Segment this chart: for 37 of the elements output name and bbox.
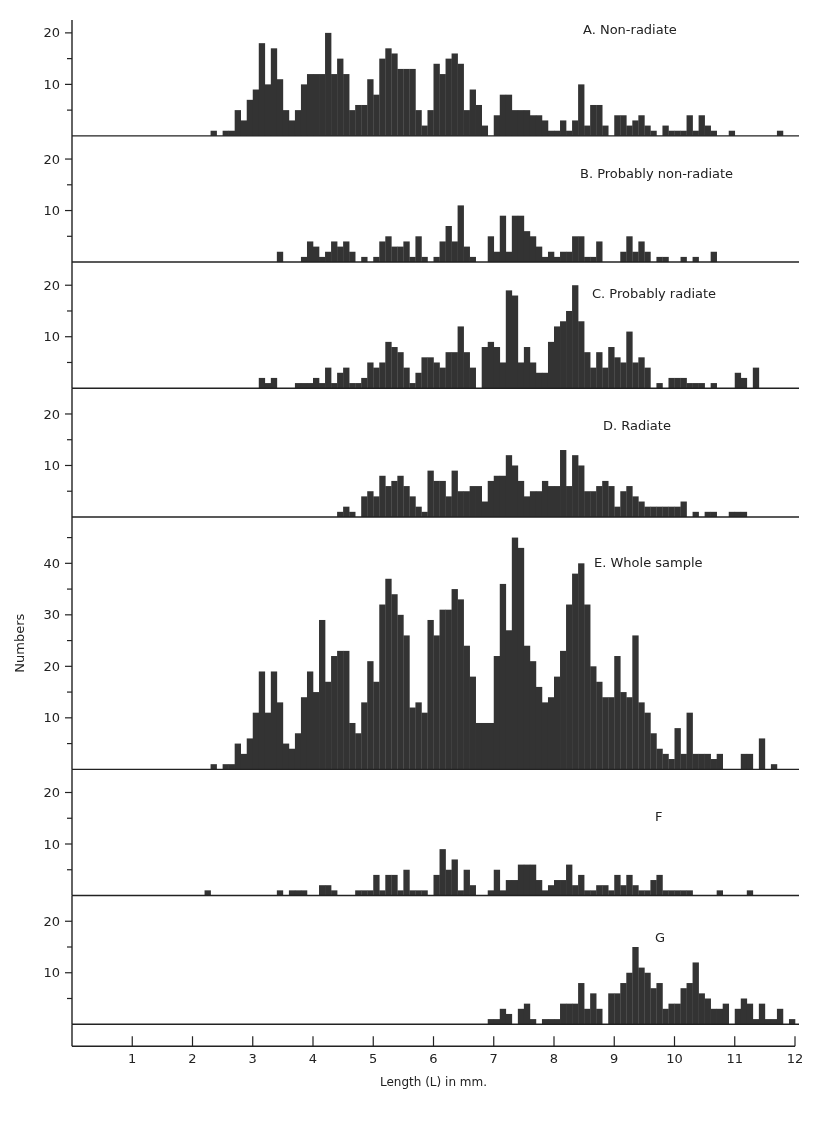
y-tick-label: 20 [43, 785, 60, 801]
x-tick-label: 4 [308, 1051, 318, 1067]
y-tick-label: 20 [43, 25, 60, 41]
y-tick-label: 20 [43, 151, 60, 167]
text: E. Whole sample [594, 554, 703, 570]
y-tick-label: 10 [43, 965, 60, 981]
y-tick-label: 10 [43, 458, 60, 474]
text: B. Probably non-radiate [580, 165, 734, 181]
text: C. Probably radiate [592, 286, 717, 302]
x-tick-label: 10 [666, 1051, 683, 1067]
text: F [655, 809, 663, 825]
y-tick-label: 10 [43, 710, 60, 726]
x-tick-label: 7 [489, 1051, 498, 1067]
x-tick-label: 9 [610, 1051, 619, 1067]
x-tick-label: 3 [248, 1051, 257, 1067]
x-tick-label: 12 [786, 1051, 804, 1067]
y-tick-label: 20 [43, 406, 60, 422]
x-axis-title: Length (L) in mm. [379, 1075, 488, 1090]
x-tick-label: 11 [726, 1051, 744, 1067]
text: G [655, 929, 666, 945]
x-tick-label: 1 [128, 1051, 137, 1067]
y-tick-label: 10 [43, 203, 60, 219]
x-tick-label: 6 [429, 1051, 438, 1067]
y-tick-label: 40 [43, 555, 60, 571]
y-axis-title: Numbers [12, 613, 27, 673]
x-tick-label: 2 [188, 1051, 197, 1067]
x-tick-label: 5 [369, 1051, 378, 1067]
text: D. Radiate [603, 418, 671, 434]
y-tick-label: 10 [43, 329, 60, 345]
y-tick-label: 20 [43, 277, 60, 293]
y-tick-label: 30 [43, 607, 60, 623]
y-tick-label: 20 [43, 913, 60, 929]
x-tick-label: 8 [549, 1051, 559, 1067]
y-tick-label: 10 [43, 836, 60, 852]
y-tick-label: 10 [43, 76, 60, 92]
y-tick-label: 20 [43, 658, 60, 674]
chart-title: A. Non-radiate [583, 22, 677, 37]
